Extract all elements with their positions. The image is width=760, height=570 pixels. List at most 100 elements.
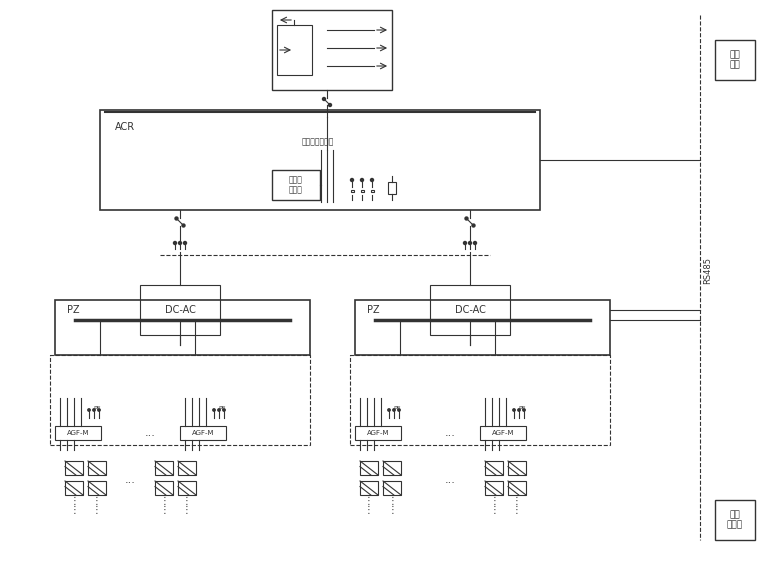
Text: ...: ... — [125, 475, 135, 485]
Circle shape — [473, 242, 477, 245]
Circle shape — [513, 409, 515, 411]
Text: ⋮: ⋮ — [387, 496, 397, 506]
Bar — [355, 300, 610, 355]
Circle shape — [179, 242, 182, 245]
Circle shape — [523, 409, 525, 411]
Text: PE: PE — [393, 405, 401, 410]
Text: ⋮: ⋮ — [92, 496, 102, 506]
Text: PE: PE — [218, 405, 226, 410]
Circle shape — [218, 409, 220, 411]
Bar — [430, 285, 510, 335]
Text: ⋮: ⋮ — [364, 496, 374, 506]
Bar — [371, 190, 373, 192]
Text: ⋮: ⋮ — [69, 505, 79, 515]
Circle shape — [465, 217, 468, 220]
Circle shape — [223, 409, 225, 411]
Text: 网侧电压、电流: 网侧电压、电流 — [302, 137, 334, 146]
Text: ⋮: ⋮ — [512, 496, 522, 506]
Bar — [55, 300, 310, 355]
Text: ⋮: ⋮ — [159, 496, 169, 506]
Circle shape — [182, 224, 185, 227]
Bar — [360, 481, 378, 495]
Text: ...: ... — [144, 428, 156, 438]
Bar — [388, 182, 396, 194]
Circle shape — [388, 409, 390, 411]
Text: ⋮: ⋮ — [69, 496, 79, 506]
Bar — [485, 481, 503, 495]
Text: PZ: PZ — [67, 305, 80, 315]
Bar — [272, 170, 320, 200]
Text: DC-AC: DC-AC — [454, 305, 486, 315]
Text: ⋮: ⋮ — [387, 505, 397, 515]
Bar — [180, 426, 226, 440]
Bar — [178, 481, 196, 495]
Bar — [155, 461, 173, 475]
Circle shape — [518, 409, 520, 411]
Circle shape — [472, 224, 475, 227]
Circle shape — [175, 217, 178, 220]
Bar — [272, 10, 392, 90]
Circle shape — [183, 242, 186, 245]
Circle shape — [328, 104, 331, 107]
Bar — [50, 355, 310, 445]
Bar — [383, 481, 401, 495]
Text: AGF-M: AGF-M — [192, 430, 214, 436]
Circle shape — [213, 409, 215, 411]
Bar — [715, 40, 755, 80]
Bar — [355, 426, 401, 440]
Circle shape — [350, 178, 353, 181]
Circle shape — [88, 409, 90, 411]
Circle shape — [98, 409, 100, 411]
Bar — [277, 25, 312, 75]
Bar — [155, 481, 173, 495]
Text: PZ: PZ — [367, 305, 380, 315]
Bar — [360, 190, 363, 192]
Circle shape — [393, 409, 395, 411]
Text: AGF-M: AGF-M — [492, 430, 515, 436]
Text: ⋮: ⋮ — [182, 505, 192, 515]
Bar — [508, 461, 526, 475]
Bar — [65, 481, 83, 495]
Text: PE: PE — [93, 405, 100, 410]
Text: DC-AC: DC-AC — [165, 305, 195, 315]
Circle shape — [173, 242, 176, 245]
Text: ⋮: ⋮ — [159, 505, 169, 515]
Text: 防孤流
控制器: 防孤流 控制器 — [289, 176, 303, 195]
Text: 监控
系统: 监控 系统 — [730, 50, 740, 70]
Bar — [65, 461, 83, 475]
Text: ACR: ACR — [115, 122, 135, 132]
Text: ⋮: ⋮ — [512, 505, 522, 515]
Text: 环境
监测仪: 环境 监测仪 — [727, 510, 743, 530]
Text: AGF-M: AGF-M — [67, 430, 89, 436]
Text: ⋮: ⋮ — [182, 496, 192, 506]
Circle shape — [322, 97, 325, 100]
Bar — [350, 190, 353, 192]
Text: RS485: RS485 — [704, 256, 713, 283]
Bar — [480, 426, 526, 440]
Text: PE: PE — [518, 405, 525, 410]
Text: ⋮: ⋮ — [489, 505, 499, 515]
Text: ⋮: ⋮ — [92, 505, 102, 515]
Bar — [178, 461, 196, 475]
Bar — [350, 355, 610, 445]
Bar — [360, 461, 378, 475]
Bar — [485, 461, 503, 475]
Text: AGF-M: AGF-M — [367, 430, 389, 436]
Text: ...: ... — [445, 475, 455, 485]
Text: ⋮: ⋮ — [489, 496, 499, 506]
Bar — [140, 285, 220, 335]
Bar — [508, 481, 526, 495]
Circle shape — [371, 178, 373, 181]
Circle shape — [93, 409, 95, 411]
Circle shape — [360, 178, 363, 181]
Circle shape — [464, 242, 467, 245]
Bar — [100, 110, 540, 210]
Bar — [55, 426, 101, 440]
Circle shape — [468, 242, 471, 245]
Bar — [88, 481, 106, 495]
Text: ⋮: ⋮ — [364, 505, 374, 515]
Bar — [88, 461, 106, 475]
Bar — [383, 461, 401, 475]
Text: ...: ... — [445, 428, 455, 438]
Circle shape — [397, 409, 401, 411]
